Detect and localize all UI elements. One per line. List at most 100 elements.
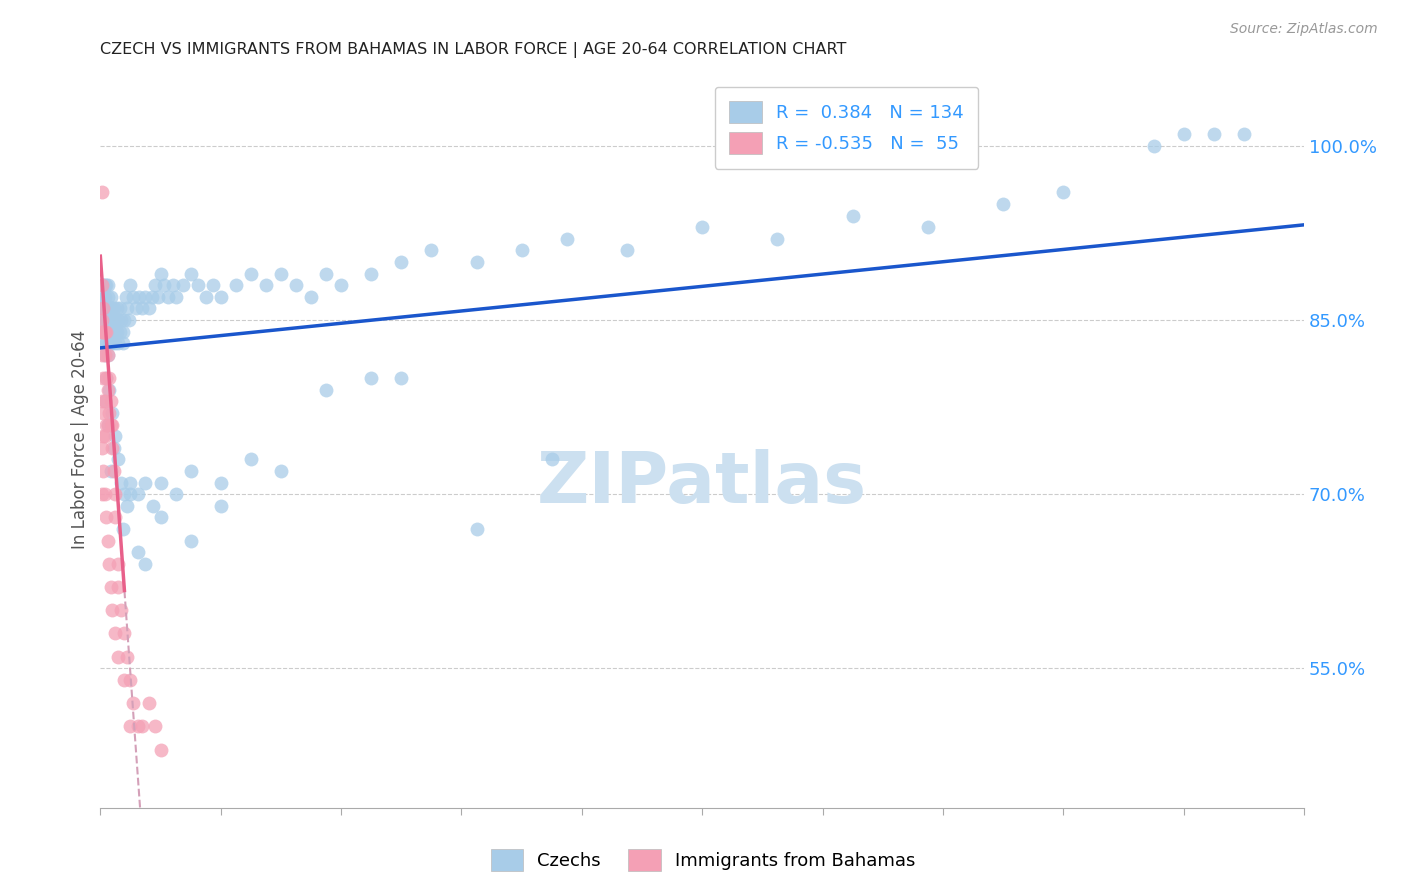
Point xyxy=(112,673,135,687)
Point xyxy=(209,290,232,304)
Point xyxy=(101,336,124,351)
Legend: R =  0.384   N = 134, R = -0.535   N =  55: R = 0.384 N = 134, R = -0.535 N = 55 xyxy=(714,87,979,169)
Point xyxy=(117,649,139,664)
Point xyxy=(90,278,112,293)
Point xyxy=(991,197,1014,211)
Point xyxy=(143,278,166,293)
Point xyxy=(108,325,131,339)
Point xyxy=(146,290,169,304)
Point xyxy=(194,290,217,304)
Point xyxy=(420,244,443,258)
Point xyxy=(138,301,160,316)
Point xyxy=(103,301,125,316)
Point xyxy=(360,371,382,385)
Text: CZECH VS IMMIGRANTS FROM BAHAMAS IN LABOR FORCE | AGE 20-64 CORRELATION CHART: CZECH VS IMMIGRANTS FROM BAHAMAS IN LABO… xyxy=(100,42,846,58)
Point xyxy=(93,336,115,351)
Point xyxy=(94,394,117,409)
Point xyxy=(90,313,112,327)
Point xyxy=(299,290,322,304)
Point xyxy=(120,278,142,293)
Point xyxy=(101,417,124,432)
Point xyxy=(90,325,112,339)
Point xyxy=(120,487,142,501)
Point xyxy=(1173,128,1195,142)
Point xyxy=(100,394,122,409)
Point xyxy=(100,464,122,478)
Point xyxy=(118,313,141,327)
Point xyxy=(1233,128,1256,142)
Point xyxy=(389,255,412,269)
Point xyxy=(1142,139,1164,153)
Point xyxy=(96,371,118,385)
Point xyxy=(187,278,209,293)
Text: Source: ZipAtlas.com: Source: ZipAtlas.com xyxy=(1230,22,1378,37)
Point xyxy=(96,510,118,524)
Point xyxy=(110,313,132,327)
Point xyxy=(101,301,124,316)
Point xyxy=(104,487,127,501)
Point xyxy=(110,603,132,617)
Point xyxy=(134,475,156,490)
Point xyxy=(315,383,337,397)
Point xyxy=(105,301,128,316)
Point xyxy=(180,533,202,548)
Point xyxy=(134,557,156,571)
Point xyxy=(90,186,112,200)
Point xyxy=(112,313,135,327)
Point xyxy=(96,313,118,327)
Point xyxy=(141,290,163,304)
Point xyxy=(134,290,156,304)
Point xyxy=(97,290,120,304)
Point xyxy=(94,348,117,362)
Point xyxy=(94,487,117,501)
Point xyxy=(270,267,292,281)
Point xyxy=(270,464,292,478)
Point xyxy=(93,290,115,304)
Point xyxy=(94,325,117,339)
Point xyxy=(165,487,187,501)
Point xyxy=(97,313,120,327)
Point xyxy=(127,487,149,501)
Point xyxy=(360,267,382,281)
Point xyxy=(209,475,232,490)
Point xyxy=(93,464,115,478)
Point xyxy=(96,371,118,385)
Point xyxy=(202,278,225,293)
Point xyxy=(143,719,166,733)
Point xyxy=(94,348,117,362)
Point xyxy=(96,417,118,432)
Point xyxy=(90,301,112,316)
Point xyxy=(90,487,112,501)
Point xyxy=(90,348,112,362)
Point xyxy=(152,278,174,293)
Point xyxy=(94,325,117,339)
Point xyxy=(110,475,132,490)
Point xyxy=(239,452,262,467)
Point xyxy=(180,464,202,478)
Point xyxy=(93,301,115,316)
Point xyxy=(94,301,117,316)
Point xyxy=(104,429,127,443)
Point xyxy=(330,278,353,293)
Point xyxy=(100,336,122,351)
Point xyxy=(149,742,172,756)
Point xyxy=(101,603,124,617)
Point xyxy=(107,557,129,571)
Point xyxy=(101,325,124,339)
Point xyxy=(105,325,128,339)
Point xyxy=(107,580,129,594)
Point xyxy=(103,464,125,478)
Point xyxy=(104,336,127,351)
Point xyxy=(98,301,121,316)
Point xyxy=(841,209,863,223)
Point xyxy=(93,278,115,293)
Point xyxy=(117,301,139,316)
Point xyxy=(94,290,117,304)
Point xyxy=(93,371,115,385)
Point xyxy=(100,325,122,339)
Point xyxy=(127,719,149,733)
Point xyxy=(96,325,118,339)
Point xyxy=(108,301,131,316)
Point xyxy=(101,406,124,420)
Point xyxy=(149,475,172,490)
